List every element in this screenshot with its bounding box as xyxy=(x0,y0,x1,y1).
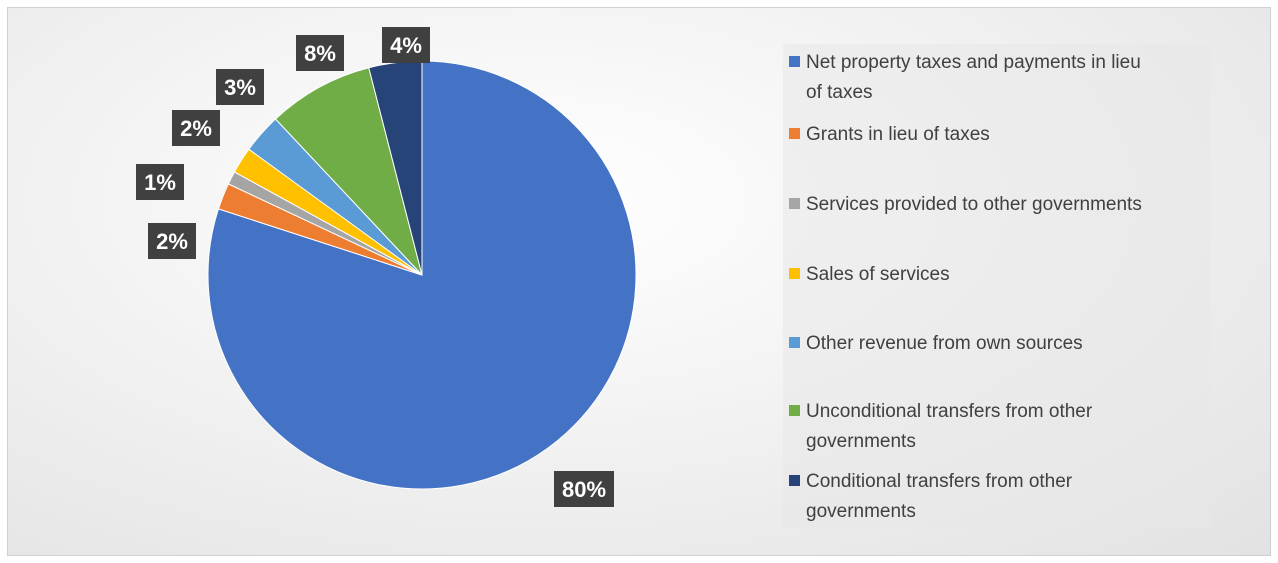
data-label-text: 80% xyxy=(562,477,606,502)
legend-item-services-to-governments: Services provided to other governments xyxy=(783,190,1211,220)
legend-swatch xyxy=(789,337,800,348)
legend-swatch xyxy=(789,198,800,209)
data-label-unconditional-transfers: 8% xyxy=(296,35,344,71)
data-label-text: 4% xyxy=(390,33,422,58)
legend-swatch xyxy=(789,56,800,67)
legend-label: Unconditional transfers from other govern… xyxy=(806,401,1093,452)
legend-swatch xyxy=(789,475,800,486)
data-label-text: 2% xyxy=(180,116,212,141)
pie-slice-unconditional-transfers xyxy=(274,67,423,276)
legend-swatch xyxy=(789,128,800,139)
data-label-box xyxy=(296,35,344,71)
legend-swatch xyxy=(789,405,800,416)
data-label-box xyxy=(172,110,220,146)
data-label-text: 2% xyxy=(156,229,188,254)
legend-item-net-property-taxes: Net property taxes and payments in lieu o… xyxy=(783,48,1211,108)
legend-swatch xyxy=(789,268,800,279)
pie-chart: 80% 2% 1% 2% 3% 8% 4% xyxy=(136,27,637,507)
data-label-text: 8% xyxy=(304,41,336,66)
legend-label: Grants in lieu of taxes xyxy=(806,124,990,145)
data-label-box xyxy=(554,471,614,507)
data-label-box xyxy=(382,27,430,63)
data-label-grants-in-lieu: 2% xyxy=(148,223,196,259)
legend-item-sales-of-services: Sales of services xyxy=(783,260,1211,290)
legend-item-unconditional-transfers: Unconditional transfers from other govern… xyxy=(783,397,1211,457)
data-label-text: 1% xyxy=(144,170,176,195)
data-label-other-own-sources: 3% xyxy=(216,69,264,105)
legend-item-conditional-transfers: Conditional transfers from other governme… xyxy=(783,467,1211,527)
legend-label: Services provided to other governments xyxy=(806,194,1142,215)
legend-label: Conditional transfers from other governme… xyxy=(806,471,1073,522)
legend-label: Net property taxes and payments in lieu o… xyxy=(806,52,1141,103)
data-label-services-to-governments: 1% xyxy=(136,164,184,200)
data-label-conditional-transfers: 4% xyxy=(382,27,430,63)
legend-item-grants-in-lieu: Grants in lieu of taxes xyxy=(783,120,1211,150)
data-label-net-property-taxes: 80% xyxy=(554,471,614,507)
data-label-sales-of-services: 2% xyxy=(172,110,220,146)
legend-item-other-own-sources: Other revenue from own sources xyxy=(783,329,1211,359)
chart-legend: Net property taxes and payments in lieu o… xyxy=(783,44,1211,528)
data-label-box xyxy=(136,164,184,200)
data-label-text: 3% xyxy=(224,75,256,100)
legend-label: Other revenue from own sources xyxy=(806,333,1083,354)
data-label-box xyxy=(216,69,264,105)
legend-label: Sales of services xyxy=(806,264,950,285)
data-label-box xyxy=(148,223,196,259)
chart-area: 80% 2% 1% 2% 3% 8% 4% Net property taxes and p… xyxy=(7,7,1271,556)
